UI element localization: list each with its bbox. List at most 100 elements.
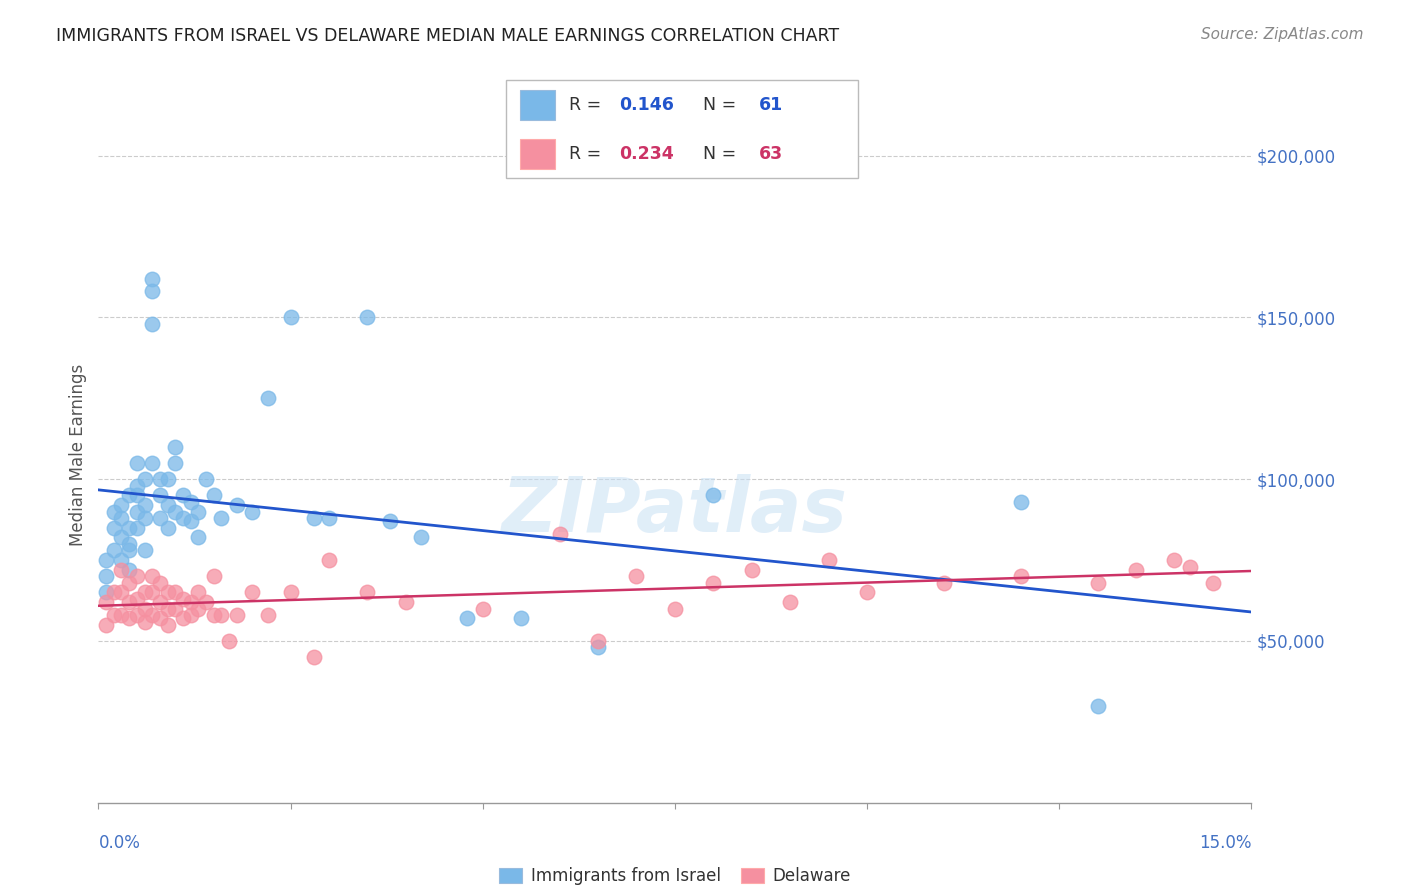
Point	[149, 611, 172, 625]
Point	[256, 392, 278, 406]
Point	[280, 585, 302, 599]
Point	[586, 640, 609, 655]
Point	[103, 521, 125, 535]
Point	[225, 498, 247, 512]
Point	[134, 511, 156, 525]
Point	[856, 585, 879, 599]
Point	[702, 575, 724, 590]
Point	[165, 504, 187, 518]
Text: N =: N =	[703, 95, 742, 114]
Text: R =: R =	[569, 95, 607, 114]
Point	[1010, 495, 1032, 509]
Point	[702, 488, 724, 502]
Point	[280, 310, 302, 325]
Point	[318, 553, 340, 567]
Point	[118, 521, 141, 535]
Point	[510, 611, 533, 625]
Point	[118, 537, 141, 551]
Point	[741, 563, 763, 577]
Point	[118, 488, 141, 502]
Text: R =: R =	[569, 145, 607, 163]
Point	[395, 595, 418, 609]
Point	[202, 569, 225, 583]
Point	[664, 601, 686, 615]
Point	[356, 310, 378, 325]
Point	[187, 601, 209, 615]
Point	[118, 543, 141, 558]
Point	[779, 595, 801, 609]
Point	[187, 585, 209, 599]
Point	[1087, 575, 1109, 590]
Text: IMMIGRANTS FROM ISRAEL VS DELAWARE MEDIAN MALE EARNINGS CORRELATION CHART: IMMIGRANTS FROM ISRAEL VS DELAWARE MEDIA…	[56, 27, 839, 45]
Point	[110, 563, 132, 577]
Point	[195, 472, 218, 486]
Point	[165, 585, 187, 599]
Point	[110, 585, 132, 599]
Point	[110, 608, 132, 623]
Point	[156, 472, 179, 486]
Point	[209, 608, 232, 623]
Point	[141, 317, 163, 331]
Point	[1163, 553, 1185, 567]
Point	[172, 611, 194, 625]
Text: 15.0%: 15.0%	[1199, 834, 1251, 852]
Point	[125, 608, 148, 623]
Point	[172, 511, 194, 525]
Point	[134, 585, 156, 599]
Point	[202, 488, 225, 502]
Point	[165, 456, 187, 470]
Point	[156, 585, 179, 599]
Text: 0.146: 0.146	[619, 95, 673, 114]
Point	[586, 634, 609, 648]
Legend: Immigrants from Israel, Delaware: Immigrants from Israel, Delaware	[492, 861, 858, 892]
Point	[1087, 698, 1109, 713]
Point	[134, 543, 156, 558]
Point	[156, 498, 179, 512]
Point	[209, 511, 232, 525]
Point	[165, 601, 187, 615]
Point	[156, 521, 179, 535]
Point	[195, 595, 218, 609]
Point	[149, 575, 172, 590]
Point	[141, 569, 163, 583]
Point	[125, 521, 148, 535]
Point	[1125, 563, 1147, 577]
Point	[318, 511, 340, 525]
Text: 61: 61	[759, 95, 783, 114]
FancyBboxPatch shape	[506, 80, 858, 178]
Point	[110, 498, 132, 512]
Point	[125, 569, 148, 583]
Point	[218, 634, 240, 648]
Point	[180, 608, 202, 623]
Point	[94, 569, 117, 583]
Point	[156, 617, 179, 632]
Point	[172, 591, 194, 606]
Point	[141, 271, 163, 285]
Text: 63: 63	[759, 145, 783, 163]
Point	[1178, 559, 1201, 574]
Text: 0.234: 0.234	[619, 145, 673, 163]
Y-axis label: Median Male Earnings: Median Male Earnings	[69, 364, 87, 546]
Point	[156, 601, 179, 615]
Point	[103, 608, 125, 623]
Point	[103, 504, 125, 518]
Point	[456, 611, 478, 625]
Point	[141, 585, 163, 599]
Text: 0.0%: 0.0%	[98, 834, 141, 852]
Point	[118, 563, 141, 577]
Point	[134, 472, 156, 486]
Point	[149, 511, 172, 525]
Point	[94, 553, 117, 567]
Point	[471, 601, 494, 615]
Point	[202, 608, 225, 623]
Point	[134, 498, 156, 512]
Point	[411, 531, 433, 545]
Bar	[520, 90, 555, 120]
Point	[180, 595, 202, 609]
Point	[110, 531, 132, 545]
Point	[149, 472, 172, 486]
Point	[548, 527, 571, 541]
Point	[110, 511, 132, 525]
Point	[103, 543, 125, 558]
Point	[134, 601, 156, 615]
